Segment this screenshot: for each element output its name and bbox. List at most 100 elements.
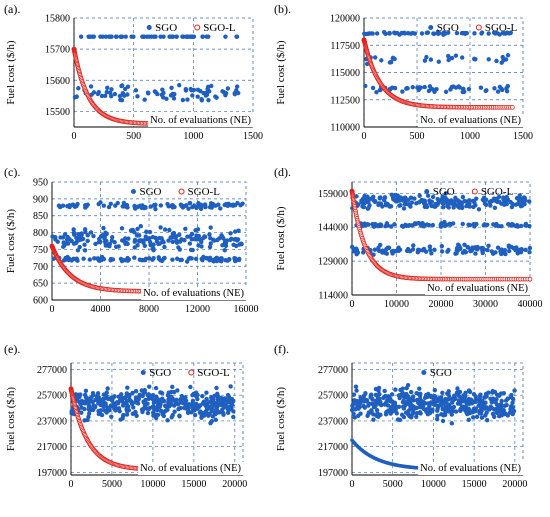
sgo-point (169, 235, 174, 240)
sgo-point (476, 207, 482, 212)
sgo-point (398, 203, 403, 208)
sgo-point (412, 196, 417, 201)
sgo-point (195, 87, 201, 92)
panel-label: (f). (274, 342, 289, 356)
sgo-point (112, 239, 117, 245)
sgo-point (195, 94, 200, 99)
sgo-point (166, 390, 171, 395)
annotation-bg (148, 114, 254, 127)
sgo-point (361, 393, 367, 399)
sgo-point (166, 238, 171, 243)
sgo-point (365, 194, 370, 199)
sgo-point (400, 89, 405, 94)
legend-entry: SGO-L (203, 22, 236, 34)
sgo-point (492, 205, 498, 211)
sgo-point (400, 386, 405, 391)
sgo-point (141, 390, 146, 395)
sgo-point (358, 400, 363, 405)
sgo-point (156, 255, 161, 260)
sgo-point (126, 408, 132, 413)
sgo-point (389, 224, 394, 229)
sgo-point (232, 91, 237, 96)
sgo-point (482, 395, 487, 400)
sgo-point (486, 390, 491, 395)
sgo-point (234, 84, 240, 89)
sgo-point (516, 201, 521, 206)
sgo-point (132, 255, 137, 260)
sgo-point (225, 86, 231, 91)
sgo-point (126, 257, 132, 262)
sgo-point (501, 58, 506, 63)
sgo-point (494, 58, 499, 64)
sgo-point (158, 203, 164, 208)
sgo-point (456, 243, 462, 249)
sgo-point (490, 411, 496, 417)
sgo-point (175, 388, 180, 393)
sgo-point (221, 412, 226, 417)
sgo-point (117, 93, 123, 99)
y-tick-label: 144000 (318, 223, 348, 234)
y-tick-label: 15700 (45, 45, 70, 56)
y-tick-label: 650 (33, 279, 48, 290)
sgo-point (83, 388, 89, 394)
sgo-point (373, 386, 379, 392)
x-annotation: No. of evaluations (NE) (143, 288, 244, 299)
sgo-point (226, 400, 232, 405)
sgo-point (204, 411, 209, 416)
sgo-point (473, 251, 478, 256)
sgo-point (85, 417, 90, 423)
legend-entry: SGO-L (481, 186, 514, 198)
y-tick-label: 159000 (318, 189, 348, 200)
sgo-point (159, 408, 164, 414)
x-tick-label: 5000 (102, 479, 122, 490)
sgo-point (194, 233, 199, 238)
sgo-point (366, 205, 371, 210)
sgo-point (484, 417, 490, 423)
sgo-point (474, 196, 479, 201)
sgo-point (449, 421, 455, 426)
sgo-point (369, 392, 374, 397)
sgo-point (473, 406, 479, 411)
sgo-point (426, 88, 432, 94)
sgo-point (479, 245, 484, 251)
sgo-point (112, 91, 118, 97)
sgo-point (107, 90, 113, 96)
sgo-point (414, 414, 419, 419)
sgo-point (443, 400, 448, 405)
sgo-point (451, 393, 457, 399)
y-tick-label: 112500 (330, 95, 360, 106)
sgo-point (109, 398, 115, 403)
y-tick-label: 217000 (318, 442, 348, 453)
sgo-point (374, 89, 379, 95)
sgo-point (142, 400, 147, 406)
sgo-point (401, 206, 407, 211)
sgo-point (118, 97, 123, 102)
x-tick-label: 20000 (429, 299, 454, 310)
sgo-point (145, 401, 150, 406)
sgo-point (447, 403, 452, 408)
sgo-point (507, 410, 513, 415)
sgo-point (396, 393, 402, 398)
sgo-point (113, 203, 118, 208)
sgo-point (161, 90, 166, 96)
sgo-point (159, 390, 165, 396)
sgo-point (372, 247, 378, 252)
sgo-point (82, 227, 88, 232)
x-tick-label: 0 (362, 131, 367, 142)
sgo-point (354, 194, 359, 199)
sgo-point (369, 410, 374, 415)
sgo-point (459, 55, 465, 60)
sgo-point (490, 388, 495, 394)
sgo-point (364, 199, 369, 205)
sgo-point (177, 232, 182, 237)
sgo-point (451, 404, 457, 410)
sgo-point (231, 398, 236, 404)
sgo-point (120, 90, 126, 96)
y-tick-label: 277000 (318, 365, 348, 376)
sgo-point (67, 204, 72, 210)
sgo-point (186, 206, 191, 211)
sgo-point (218, 206, 223, 211)
sgo-point (379, 58, 384, 63)
sgo-point (432, 394, 437, 399)
sgo-point (96, 236, 102, 242)
